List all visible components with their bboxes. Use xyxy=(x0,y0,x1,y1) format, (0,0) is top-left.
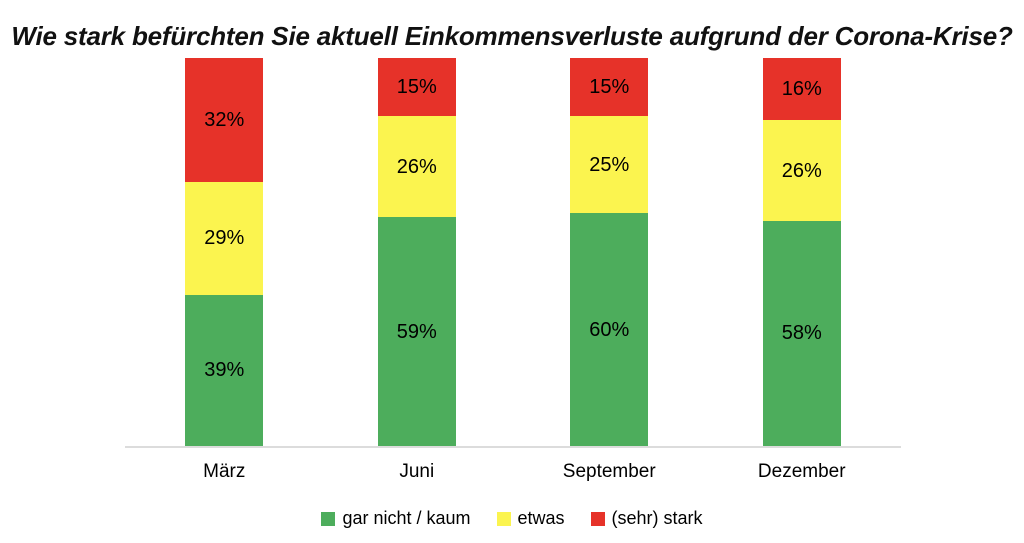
segment-value-label: 39% xyxy=(204,359,245,382)
category-axis: März Juni September Dezember xyxy=(128,461,898,483)
segment-value-label: 29% xyxy=(204,227,245,250)
category-label: Juni xyxy=(399,461,435,482)
bar-segment: 26% xyxy=(377,116,456,218)
category-label: Dezember xyxy=(757,461,846,482)
bar-segment: 29% xyxy=(185,182,264,295)
segment-value-label: 15% xyxy=(396,76,437,99)
bar-column: 16% 26% 58% xyxy=(762,58,841,446)
segment-value-label: 59% xyxy=(396,320,437,343)
bar-segment: 39% xyxy=(185,294,264,446)
segment-value-label: 16% xyxy=(781,78,822,101)
legend: gar nicht / kaum etwas (sehr) stark xyxy=(0,508,1024,529)
legend-swatch xyxy=(590,511,605,526)
bar-segment: 60% xyxy=(570,213,649,446)
segment-value-label: 32% xyxy=(204,109,245,132)
bar-segment: 15% xyxy=(377,58,456,117)
bar-segment: 25% xyxy=(570,116,649,214)
segment-value-label: 60% xyxy=(589,318,630,341)
legend-item: etwas xyxy=(496,508,565,529)
legend-swatch xyxy=(496,511,511,526)
segment-value-label: 15% xyxy=(589,76,630,99)
category-label: März xyxy=(203,461,246,482)
x-axis-line xyxy=(125,446,901,448)
bar-segment: 32% xyxy=(185,58,264,183)
bar-slot: 32% 29% 39% xyxy=(128,58,321,446)
category-label: September xyxy=(562,461,656,482)
legend-item: (sehr) stark xyxy=(590,508,703,529)
segment-value-label: 26% xyxy=(781,159,822,182)
bar-column: 32% 29% 39% xyxy=(185,58,264,446)
bar-group: 32% 29% 39% 15% 26% 59% 15% 25% 60% 16% 26% 58% xyxy=(128,58,898,446)
legend-item: gar nicht / kaum xyxy=(321,508,471,529)
segment-value-label: 26% xyxy=(396,155,437,178)
legend-swatch xyxy=(321,511,336,526)
chart-title: Wie stark befürchten Sie aktuell Einkomm… xyxy=(11,21,1013,51)
bar-segment: 15% xyxy=(570,58,649,117)
bar-slot: 15% 26% 59% xyxy=(321,58,514,446)
bar-segment: 26% xyxy=(762,120,841,221)
bar-slot: 15% 25% 60% xyxy=(513,58,706,446)
bar-segment: 59% xyxy=(377,217,456,446)
bar-slot: 16% 26% 58% xyxy=(706,58,899,446)
legend-label: (sehr) stark xyxy=(611,508,703,528)
legend-label: gar nicht / kaum xyxy=(342,508,471,528)
bar-segment: 58% xyxy=(762,220,841,446)
legend-label: etwas xyxy=(517,508,565,528)
segment-value-label: 58% xyxy=(781,322,822,345)
segment-value-label: 25% xyxy=(589,153,630,176)
plot-area: 32% 29% 39% 15% 26% 59% 15% 25% 60% 16% 26% 58% Mär… xyxy=(125,58,901,482)
bar-column: 15% 26% 59% xyxy=(377,58,456,446)
bar-column: 15% 25% 60% xyxy=(570,58,649,446)
bar-segment: 16% xyxy=(762,58,841,121)
